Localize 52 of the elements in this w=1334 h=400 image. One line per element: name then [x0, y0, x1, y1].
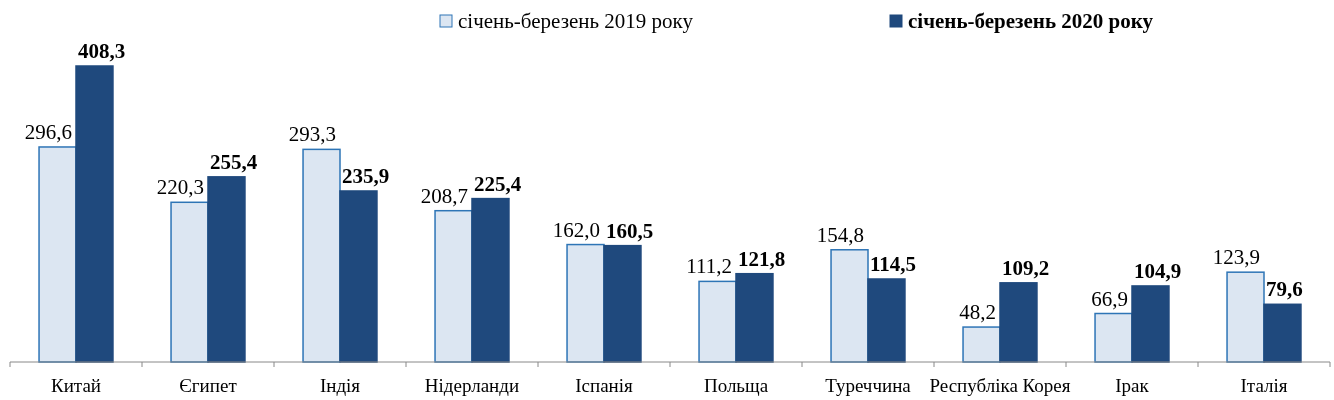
bar	[1131, 285, 1170, 363]
bar	[207, 176, 246, 363]
data-label: 154,8	[816, 222, 864, 247]
data-label: 160,5	[606, 218, 654, 243]
data-label: 111,2	[686, 254, 732, 279]
bar	[75, 65, 114, 363]
x-tick-label: Іспанія	[575, 375, 634, 396]
data-label: 255,4	[210, 149, 258, 174]
data-label: 293,3	[288, 122, 336, 147]
bar	[38, 146, 77, 363]
bar	[471, 197, 510, 363]
bar	[339, 190, 378, 363]
bar	[962, 326, 1001, 363]
data-label: 109,2	[1002, 255, 1050, 280]
bar	[603, 244, 642, 363]
data-label: 114,5	[870, 251, 917, 276]
data-label: 408,3	[78, 39, 126, 63]
x-tick-label: Італія	[1240, 375, 1288, 396]
data-label: 121,8	[738, 246, 786, 271]
x-tick-label: Китай	[51, 375, 101, 396]
bar	[999, 282, 1038, 363]
x-tick-label: Республіка Корея	[929, 375, 1071, 396]
bar	[302, 148, 341, 363]
bar	[434, 209, 473, 363]
x-tick-label: Польща	[703, 375, 769, 396]
bar	[170, 201, 209, 363]
data-label: 225,4	[474, 171, 522, 196]
bar	[830, 249, 869, 363]
data-label: 104,9	[1134, 258, 1182, 283]
bar	[735, 272, 774, 363]
bar	[867, 278, 906, 363]
data-label: 208,7	[420, 183, 468, 208]
legend-label: січень-березень 2020 року	[908, 9, 1154, 33]
bar	[1094, 312, 1133, 363]
bar	[698, 280, 737, 363]
data-label: 123,9	[1212, 245, 1260, 270]
legend-label: січень-березень 2019 року	[458, 9, 694, 33]
data-label: 66,9	[1091, 286, 1128, 311]
x-tick-label: Ірак	[1115, 375, 1150, 396]
x-tick-label: Єгипет	[179, 375, 238, 396]
bar	[1263, 303, 1302, 363]
data-label: 235,9	[342, 163, 390, 188]
data-label: 220,3	[156, 175, 204, 200]
data-label: 296,6	[24, 119, 72, 144]
data-label: 48,2	[959, 300, 996, 325]
data-label: 79,6	[1266, 277, 1303, 302]
x-tick-label: Туреччина	[825, 375, 912, 396]
data-label: 162,0	[552, 217, 600, 242]
x-tick-label: Нідерланди	[424, 375, 520, 396]
bar	[1226, 271, 1265, 363]
x-tick-label: Індія	[319, 375, 361, 396]
bar	[566, 243, 605, 363]
